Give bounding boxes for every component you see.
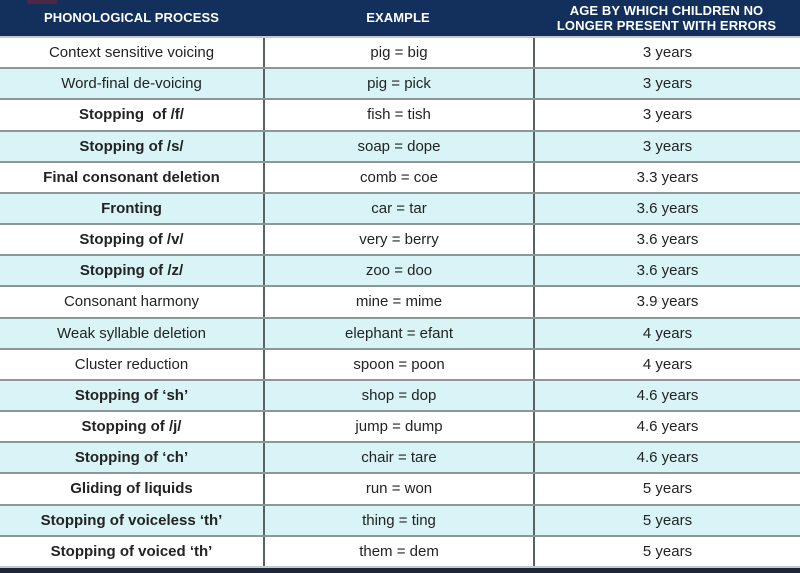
process-cell: Stopping of voiced ‘th’ — [50, 542, 213, 560]
table-row: Stopping of /s/soap = dope 3 years — [0, 129, 800, 161]
age-cell: 3.3 years — [533, 162, 800, 192]
example-cell: pig = big — [263, 38, 533, 68]
example-cell: mine = mime — [263, 287, 533, 317]
process-cell: Gliding of liquids — [70, 480, 193, 498]
process-cell: Final consonant deletion — [43, 168, 220, 186]
table-row: Stopping of ‘ch’ chair = tare 4.6 years — [0, 441, 800, 473]
process-cell: Stopping of ‘ch’ — [74, 449, 189, 467]
table-row: Context sensitive voicing pig = big 3 year… — [0, 38, 800, 68]
table-row: Cluster reduction spoon = poon 4 years — [0, 347, 800, 379]
table-row: Stopping of /f/fish = tish 3 years — [0, 98, 800, 130]
bottom-border-bar — [0, 566, 800, 573]
age-cell: 3.6 years — [533, 256, 800, 286]
process-cell: Stopping of /f/ — [79, 106, 184, 124]
table-header-row: PHONOLOGICAL PROCESS EXAMPLE AGE BY WHIC… — [0, 0, 800, 38]
example-cell: chair = tare — [263, 443, 533, 473]
example-cell: comb = coe — [263, 162, 533, 192]
age-cell: 5 years — [533, 536, 800, 566]
example-cell: fish = tish — [263, 100, 533, 130]
process-cell: Cluster reduction — [74, 355, 189, 373]
example-cell: jump = dump — [263, 412, 533, 442]
age-cell: 5 years — [533, 474, 800, 504]
table-row: Word-final de-voicing pig = pick 3 years — [0, 67, 800, 99]
example-cell: car = tar — [263, 193, 533, 224]
table-row: Weak syllable deletion elephant = efant 4 … — [0, 316, 800, 348]
age-cell: 3.9 years — [533, 287, 800, 317]
process-cell: Stopping of /j/ — [81, 418, 182, 436]
table-row: Stopping of voiced ‘th’ them = dem 5 years — [0, 534, 800, 566]
table-row: Stopping of /j/jump = dump 4.6 years — [0, 410, 800, 442]
process-cell: Stopping of voiceless ‘th’ — [40, 511, 223, 529]
process-cell: Stopping of /v/ — [79, 231, 184, 249]
column-header-phonological-process: PHONOLOGICAL PROCESS — [43, 10, 220, 26]
column-header-age: AGE BY WHICH CHILDREN NO LONGER PRESENT … — [556, 2, 777, 33]
column-header-example: EXAMPLE — [366, 10, 430, 26]
age-cell: 3.6 years — [533, 225, 800, 255]
process-cell: Stopping of /s/ — [79, 137, 184, 155]
table-row: Stopping of voiceless ‘th’ thing = ting 5 … — [0, 503, 800, 535]
table-row: Stopping of /v/very = berry 3.6 years — [0, 223, 800, 255]
table-row: Final consonant deletion comb = coe 3.3 ye… — [0, 160, 800, 192]
process-cell: Context sensitive voicing — [48, 44, 215, 62]
example-cell: soap = dope — [263, 131, 533, 161]
example-cell: very = berry — [263, 225, 533, 255]
example-cell: run = won — [263, 474, 533, 504]
top-left-red-artifact — [27, 0, 57, 4]
age-cell: 4 years — [533, 349, 800, 379]
example-cell: zoo = doo — [263, 256, 533, 286]
process-cell: Stopping of ‘sh’ — [74, 386, 189, 404]
process-cell: Word-final de-voicing — [61, 75, 202, 93]
age-cell: 5 years — [533, 505, 800, 535]
table-row: Stopping of ‘sh’ shop = dop 4.6 years — [0, 378, 800, 411]
process-cell: Weak syllable deletion — [57, 324, 206, 342]
example-cell: spoon = poon — [263, 349, 533, 379]
table-row: Stopping of /z/zoo = doo 3.6 years — [0, 254, 800, 286]
example-cell: shop = dop — [263, 380, 533, 411]
table-body: Context sensitive voicing pig = big 3 year… — [0, 38, 800, 566]
process-cell: Fronting — [101, 199, 162, 217]
age-cell: 3 years — [533, 38, 800, 68]
table-row: Fronting car = tar 3.6 years — [0, 191, 800, 224]
example-cell: elephant = efant — [263, 318, 533, 348]
age-cell: 4.6 years — [533, 443, 800, 473]
process-cell: Stopping of /z/ — [79, 262, 184, 280]
age-cell: 4.6 years — [533, 412, 800, 442]
age-cell: 4.6 years — [533, 380, 800, 411]
process-cell: Consonant harmony — [63, 293, 200, 311]
age-cell: 4 years — [533, 318, 800, 348]
table-row: Gliding of liquids run = won 5 years — [0, 472, 800, 504]
age-cell: 3 years — [533, 131, 800, 161]
age-cell: 3.6 years — [533, 193, 800, 224]
example-cell: them = dem — [263, 536, 533, 566]
example-cell: pig = pick — [263, 69, 533, 99]
table-row: Consonant harmony mine = mime 3.9 years — [0, 285, 800, 317]
example-cell: thing = ting — [263, 505, 533, 535]
age-cell: 3 years — [533, 100, 800, 130]
age-cell: 3 years — [533, 69, 800, 99]
